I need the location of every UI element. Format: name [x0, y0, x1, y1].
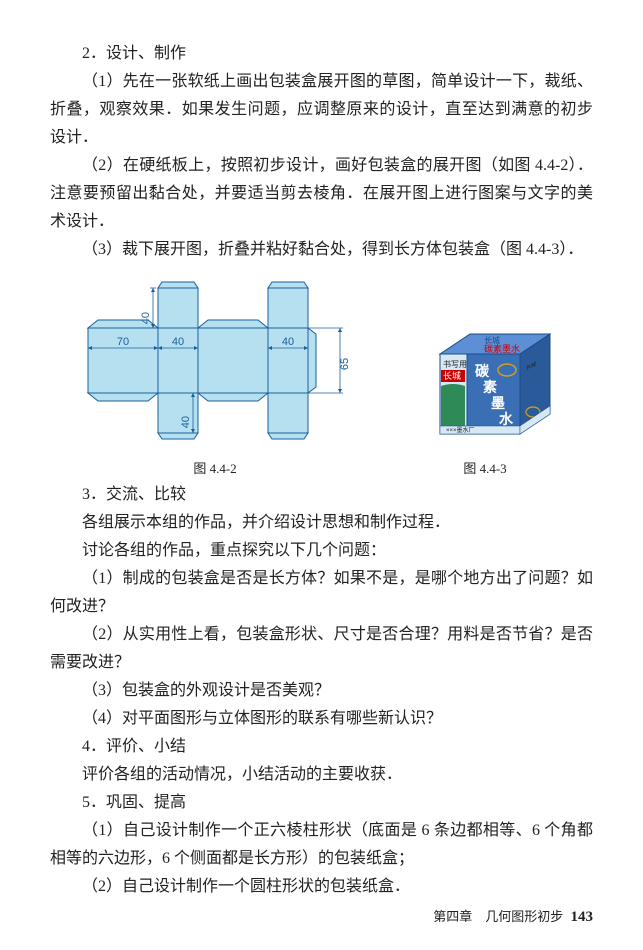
figures-row: 40 70 40 40 65 40 图 4.4-2 — [50, 274, 593, 477]
front-char-4: 水 — [499, 411, 514, 427]
para-q1: （1）制成的包装盒是否是长方体？如果不是，是哪个地方出了问题？如何改进？ — [50, 565, 593, 621]
para-q4: （4）对平面图形与立体图形的联系有哪些新认识？ — [50, 705, 593, 733]
dim-65: 65 — [339, 358, 351, 370]
figure-4-4-3-caption: 图 4.4-3 — [463, 458, 506, 477]
para-4: 4．评价、小结 — [50, 733, 593, 761]
front-char-3: 墨 — [491, 395, 505, 411]
maker-label: ×××墨水厂 — [446, 426, 475, 434]
page: 2．设计、制作 （1）先在一张软纸上画出包装盒展开图的草图，简单设计一下，裁纸、… — [0, 0, 643, 950]
figure-4-4-2-caption: 图 4.4-2 — [193, 458, 236, 477]
footer-chapter: 第四章 几何图形初步 — [433, 909, 563, 924]
dim-70: 70 — [117, 336, 129, 348]
para-2-1: （1）先在一张软纸上画出包装盒展开图的草图，简单设计一下，裁纸、折叠，观察效果．… — [50, 68, 593, 152]
figure-4-4-3: 长城 碳素墨水 书写用 长城 碳 素 墨 水 — [410, 324, 560, 477]
footer-page-number: 143 — [571, 909, 594, 925]
para-2: 2．设计、制作 — [50, 40, 593, 68]
top-name: 碳素墨水 — [484, 343, 520, 354]
front-char-2: 素 — [483, 379, 497, 395]
para-3b: 讨论各组的作品，重点探究以下几个问题： — [50, 537, 593, 565]
box-diagram: 长城 碳素墨水 书写用 长城 碳 素 墨 水 — [410, 324, 560, 454]
para-q3: （3）包装盒的外观设计是否美观？ — [50, 677, 593, 705]
dim-40a: 40 — [172, 336, 184, 348]
para-2-3: （3）裁下展开图，折叠并粘好黏合处，得到长方体包装盒（图 4.4-3）． — [50, 236, 593, 264]
dim-40b: 40 — [282, 336, 294, 348]
para-3a: 各组展示本组的作品，并介绍设计思想和制作过程． — [50, 509, 593, 537]
para-5-2: （2）自己设计制作一个圆柱形状的包装纸盒． — [50, 873, 593, 901]
para-2-2: （2）在硬纸板上，按照初步设计，画好包装盒的展开图（如图 4.4-2）．注意要预… — [50, 152, 593, 236]
side-tag: 书写用 — [443, 359, 467, 369]
para-5-1: （1）自己设计制作一个正六棱柱形状（底面是 6 条边都相等、6 个角都相等的六边… — [50, 817, 593, 873]
dim-40-bot: 40 — [180, 416, 192, 428]
para-5: 5．巩固、提高 — [50, 789, 593, 817]
text-block-upper: 2．设计、制作 （1）先在一张软纸上画出包装盒展开图的草图，简单设计一下，裁纸、… — [50, 40, 593, 264]
figure-4-4-2: 40 70 40 40 65 40 图 4.4-2 — [50, 274, 380, 477]
text-block-lower: 3．交流、比较 各组展示本组的作品，并介绍设计思想和制作过程． 讨论各组的作品，… — [50, 481, 593, 901]
net-diagram: 40 70 40 40 65 40 — [50, 274, 380, 454]
para-4a: 评价各组的活动情况，小结活动的主要收获． — [50, 761, 593, 789]
page-footer: 第四章 几何图形初步 143 — [433, 906, 593, 926]
dim-40-top: 40 — [140, 312, 152, 324]
para-3: 3．交流、比较 — [50, 481, 593, 509]
front-char-1: 碳 — [475, 363, 490, 379]
para-q2: （2）从实用性上看，包装盒形状、尺寸是否合理？用料是否节省？是否需要改进？ — [50, 621, 593, 677]
side-brand: 长城 — [443, 370, 461, 381]
